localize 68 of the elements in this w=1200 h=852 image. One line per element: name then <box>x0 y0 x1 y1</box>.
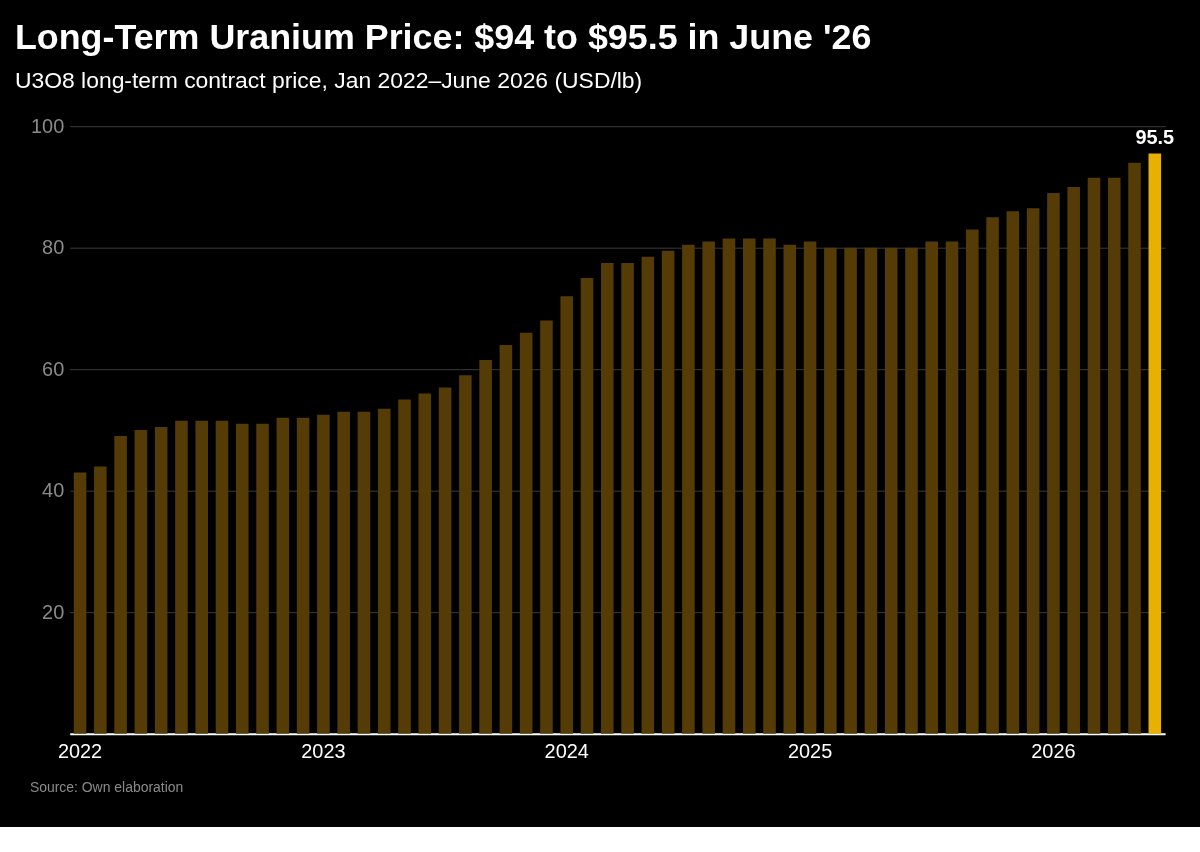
bar <box>377 408 391 734</box>
bar <box>276 417 290 734</box>
bar <box>519 332 533 734</box>
bar <box>864 247 878 734</box>
bar <box>215 420 229 734</box>
bar <box>256 423 269 734</box>
bar <box>1026 208 1040 734</box>
bar <box>722 238 736 734</box>
bar <box>925 241 939 734</box>
bar <box>560 296 574 734</box>
bar <box>1087 177 1101 734</box>
bar <box>357 411 371 734</box>
bar <box>438 387 452 734</box>
x-tick-label: 2022 <box>57 740 103 763</box>
bar <box>966 229 979 734</box>
y-tick-label: 100 <box>31 114 65 137</box>
bar <box>844 247 857 734</box>
bar <box>742 238 756 734</box>
bar <box>94 466 107 734</box>
bar <box>235 423 249 734</box>
bar <box>134 429 148 734</box>
bar <box>884 247 898 734</box>
bar <box>986 217 999 734</box>
bar <box>479 360 492 734</box>
chart-subtitle: U3O8 long-term contract price, Jan 2022–June 2026 (USD/lb) <box>14 67 643 94</box>
bar <box>601 262 614 734</box>
bar <box>945 241 959 734</box>
bar <box>540 320 553 734</box>
bar <box>824 247 837 734</box>
bar <box>580 278 594 734</box>
bar <box>175 420 188 734</box>
bar <box>621 262 634 734</box>
bar <box>803 241 817 734</box>
x-tick-label: 2023 <box>301 740 346 763</box>
bar <box>195 420 209 734</box>
data-label: 95.5 <box>1135 125 1175 148</box>
y-tick-label: 20 <box>42 600 65 623</box>
bar <box>317 414 330 734</box>
bar <box>1107 177 1121 734</box>
bar <box>763 238 776 734</box>
bar <box>1067 186 1080 734</box>
bar <box>154 426 168 734</box>
y-tick-label: 40 <box>42 479 65 502</box>
chart-title: Long-Term Uranium Price: $94 to $95.5 in June '26 <box>14 16 872 57</box>
bar <box>337 411 350 734</box>
bar <box>905 247 918 734</box>
bar <box>1148 153 1162 734</box>
y-tick-label: 60 <box>42 357 65 380</box>
bar <box>702 241 715 734</box>
y-tick-label: 80 <box>42 236 65 259</box>
bar <box>499 344 513 734</box>
bar <box>398 399 411 734</box>
bar <box>114 436 127 734</box>
bar <box>783 244 797 734</box>
bar <box>296 417 310 734</box>
bar <box>459 375 472 734</box>
bar <box>73 472 87 734</box>
x-tick-label: 2025 <box>787 740 833 763</box>
bar <box>418 393 432 734</box>
bar <box>1047 193 1060 734</box>
x-tick-label: 2024 <box>544 740 589 763</box>
bar <box>1006 211 1020 734</box>
bar <box>661 250 675 734</box>
bar <box>1128 162 1141 734</box>
bar <box>682 244 695 734</box>
bar <box>641 256 655 734</box>
source-note: Source: Own elaboration <box>29 779 184 796</box>
x-tick-label: 2026 <box>1031 740 1076 763</box>
